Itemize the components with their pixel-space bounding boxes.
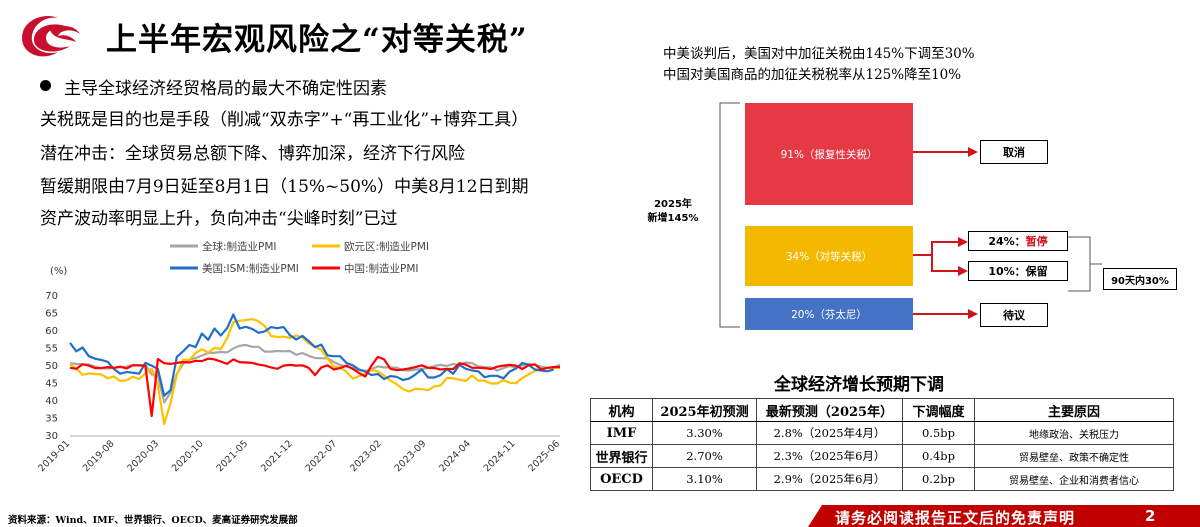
text-line-3: 暂缓期限由7月9日延至8月1日（15%~50%）中美8月12日到期 bbox=[40, 177, 529, 197]
note-line-1: 中美谈判后，美国对中加征关税由145%下调至30% bbox=[663, 46, 975, 62]
series-line bbox=[69, 317, 560, 426]
suspend-label: 暂停 bbox=[1025, 235, 1048, 248]
col-header-initial: 2025年初预测 bbox=[652, 398, 757, 422]
legend-label: 中国:制造业PMI bbox=[344, 262, 419, 275]
text-line-4: 资产波动率明显上升，负向冲击“尖峰时刻”已过 bbox=[40, 209, 398, 229]
x-tick-label: 2021-05 bbox=[214, 438, 250, 474]
bullet-dot bbox=[40, 80, 51, 91]
retaliatory-tariff-box: 91%（报复性关税） bbox=[745, 103, 913, 205]
cell-reason: 贸易壁垒、政策不确定性 bbox=[974, 444, 1174, 468]
y-tick-label: 45 bbox=[45, 379, 58, 390]
reciprocal-tariff-box: 34%（对等关税） bbox=[745, 226, 913, 286]
bullet-heading: 主导全球经济经贸格局的最大不确定性因素 bbox=[64, 79, 387, 99]
cell-cut: 0.2bp bbox=[902, 467, 975, 491]
x-tick-label: 2024-11 bbox=[482, 438, 518, 474]
series-line bbox=[69, 355, 560, 418]
x-tick-label: 2024-04 bbox=[437, 438, 473, 474]
cell-org: IMF bbox=[590, 421, 653, 445]
table-row: IMF 3.30% 2.8%（2025年4月） 0.5bp 地缘政治、关税压力 bbox=[590, 421, 1174, 445]
y-tick-label: 50 bbox=[45, 361, 58, 372]
series-line bbox=[69, 313, 555, 397]
cell-initial: 2.70% bbox=[652, 444, 757, 468]
cell-reason: 地缘政治、关税压力 bbox=[974, 421, 1174, 445]
x-tick-label: 2019-08 bbox=[81, 438, 117, 474]
x-tick-label: 2020-10 bbox=[170, 438, 206, 474]
cell-cut: 0.4bp bbox=[902, 444, 975, 468]
keep-box: 10%：保留 bbox=[968, 261, 1068, 281]
y-tick-label: 70 bbox=[45, 291, 58, 302]
cell-initial: 3.30% bbox=[652, 421, 757, 445]
y-tick-label: 40 bbox=[45, 396, 58, 407]
text-line-2: 潜在冲击：全球贸易总额下降、博弈加深，经济下行风险 bbox=[40, 144, 465, 164]
pending-box: 待议 bbox=[980, 303, 1048, 327]
cell-org: OECD bbox=[590, 467, 653, 491]
col-header-latest: 最新预测（2025年） bbox=[756, 398, 903, 422]
legend-label: 欧元区:制造业PMI bbox=[344, 240, 429, 253]
forecast-table: 机构 2025年初预测 最新预测（2025年） 下调幅度 主要原因 IMF 3.… bbox=[590, 398, 1174, 491]
total-label: 2025年 新增145% bbox=[642, 198, 704, 226]
cell-reason: 贸易壁垒、企业和消费者信心 bbox=[974, 467, 1174, 491]
cell-org: 世界银行 bbox=[590, 444, 653, 468]
y-tick-label: 65 bbox=[45, 309, 58, 320]
col-header-cut: 下调幅度 bbox=[902, 398, 975, 422]
note-line-2: 中国对美国商品的加征关税税率从125%降至10% bbox=[663, 67, 962, 83]
page-number: 2 bbox=[1145, 507, 1156, 525]
legend-label: 美国:ISM:制造业PMI bbox=[202, 262, 299, 275]
series-line bbox=[69, 343, 561, 404]
suspend-box: 24%： 暂停 bbox=[968, 231, 1068, 251]
y-axis-label: (%) bbox=[50, 266, 67, 277]
cancel-box: 取消 bbox=[980, 140, 1048, 164]
col-header-org: 机构 bbox=[590, 398, 653, 422]
source-note: 资料来源：Wind、IMF、世界银行、OECD、麦高证券研究发展部 bbox=[8, 515, 298, 526]
total-label-amount: 新增145% bbox=[647, 213, 699, 224]
y-tick-label: 35 bbox=[45, 414, 58, 425]
forecast-table-title: 全球经济增长预期下调 bbox=[774, 375, 944, 395]
cell-latest: 2.8%（2025年4月） bbox=[756, 421, 903, 445]
fentanyl-tariff-box: 20%（芬太尼） bbox=[745, 298, 913, 330]
table-row: OECD 3.10% 2.9%（2025年6月） 0.2bp 贸易壁垒、企业和消… bbox=[590, 467, 1174, 491]
x-tick-label: 2019-01 bbox=[36, 438, 72, 474]
legend-label: 全球:制造业PMI bbox=[202, 240, 277, 253]
disclaimer-text: 请务必阅读报告正文后的免责声明 bbox=[835, 509, 1076, 527]
window-box: 90天内30% bbox=[1103, 268, 1177, 290]
y-tick-label: 60 bbox=[45, 326, 58, 337]
table-row: 世界银行 2.70% 2.3%（2025年6月） 0.4bp 贸易壁垒、政策不确… bbox=[590, 444, 1174, 468]
x-tick-label: 2023-09 bbox=[393, 438, 429, 474]
cell-cut: 0.5bp bbox=[902, 421, 975, 445]
x-tick-label: 2021-12 bbox=[259, 438, 295, 474]
page-title: 上半年宏观风险之“对等关税” bbox=[106, 22, 528, 58]
suspend-pct-label: 24%： bbox=[988, 235, 1026, 248]
x-tick-label: 2020-03 bbox=[125, 438, 161, 474]
x-tick-label: 2025-06 bbox=[526, 438, 562, 474]
table-header-row: 机构 2025年初预测 最新预测（2025年） 下调幅度 主要原因 bbox=[590, 398, 1174, 422]
company-logo bbox=[22, 16, 80, 57]
y-tick-label: 30 bbox=[45, 431, 58, 442]
text-line-1: 关税既是目的也是手段（削减“双赤字”+“再工业化”+博弈工具） bbox=[40, 110, 529, 130]
cancel-label: 取消 bbox=[1003, 146, 1025, 159]
col-header-reason: 主要原因 bbox=[974, 398, 1174, 422]
tariff-diagram-lines bbox=[719, 102, 1102, 328]
cell-latest: 2.9%（2025年6月） bbox=[756, 467, 903, 491]
cell-initial: 3.10% bbox=[652, 467, 757, 491]
x-tick-label: 2023-02 bbox=[348, 438, 384, 474]
y-tick-label: 55 bbox=[45, 344, 58, 355]
disclaimer-band bbox=[808, 505, 1200, 527]
cell-latest: 2.3%（2025年6月） bbox=[756, 444, 903, 468]
total-label-year: 2025年 bbox=[654, 199, 692, 210]
x-tick-label: 2022-07 bbox=[304, 438, 340, 474]
